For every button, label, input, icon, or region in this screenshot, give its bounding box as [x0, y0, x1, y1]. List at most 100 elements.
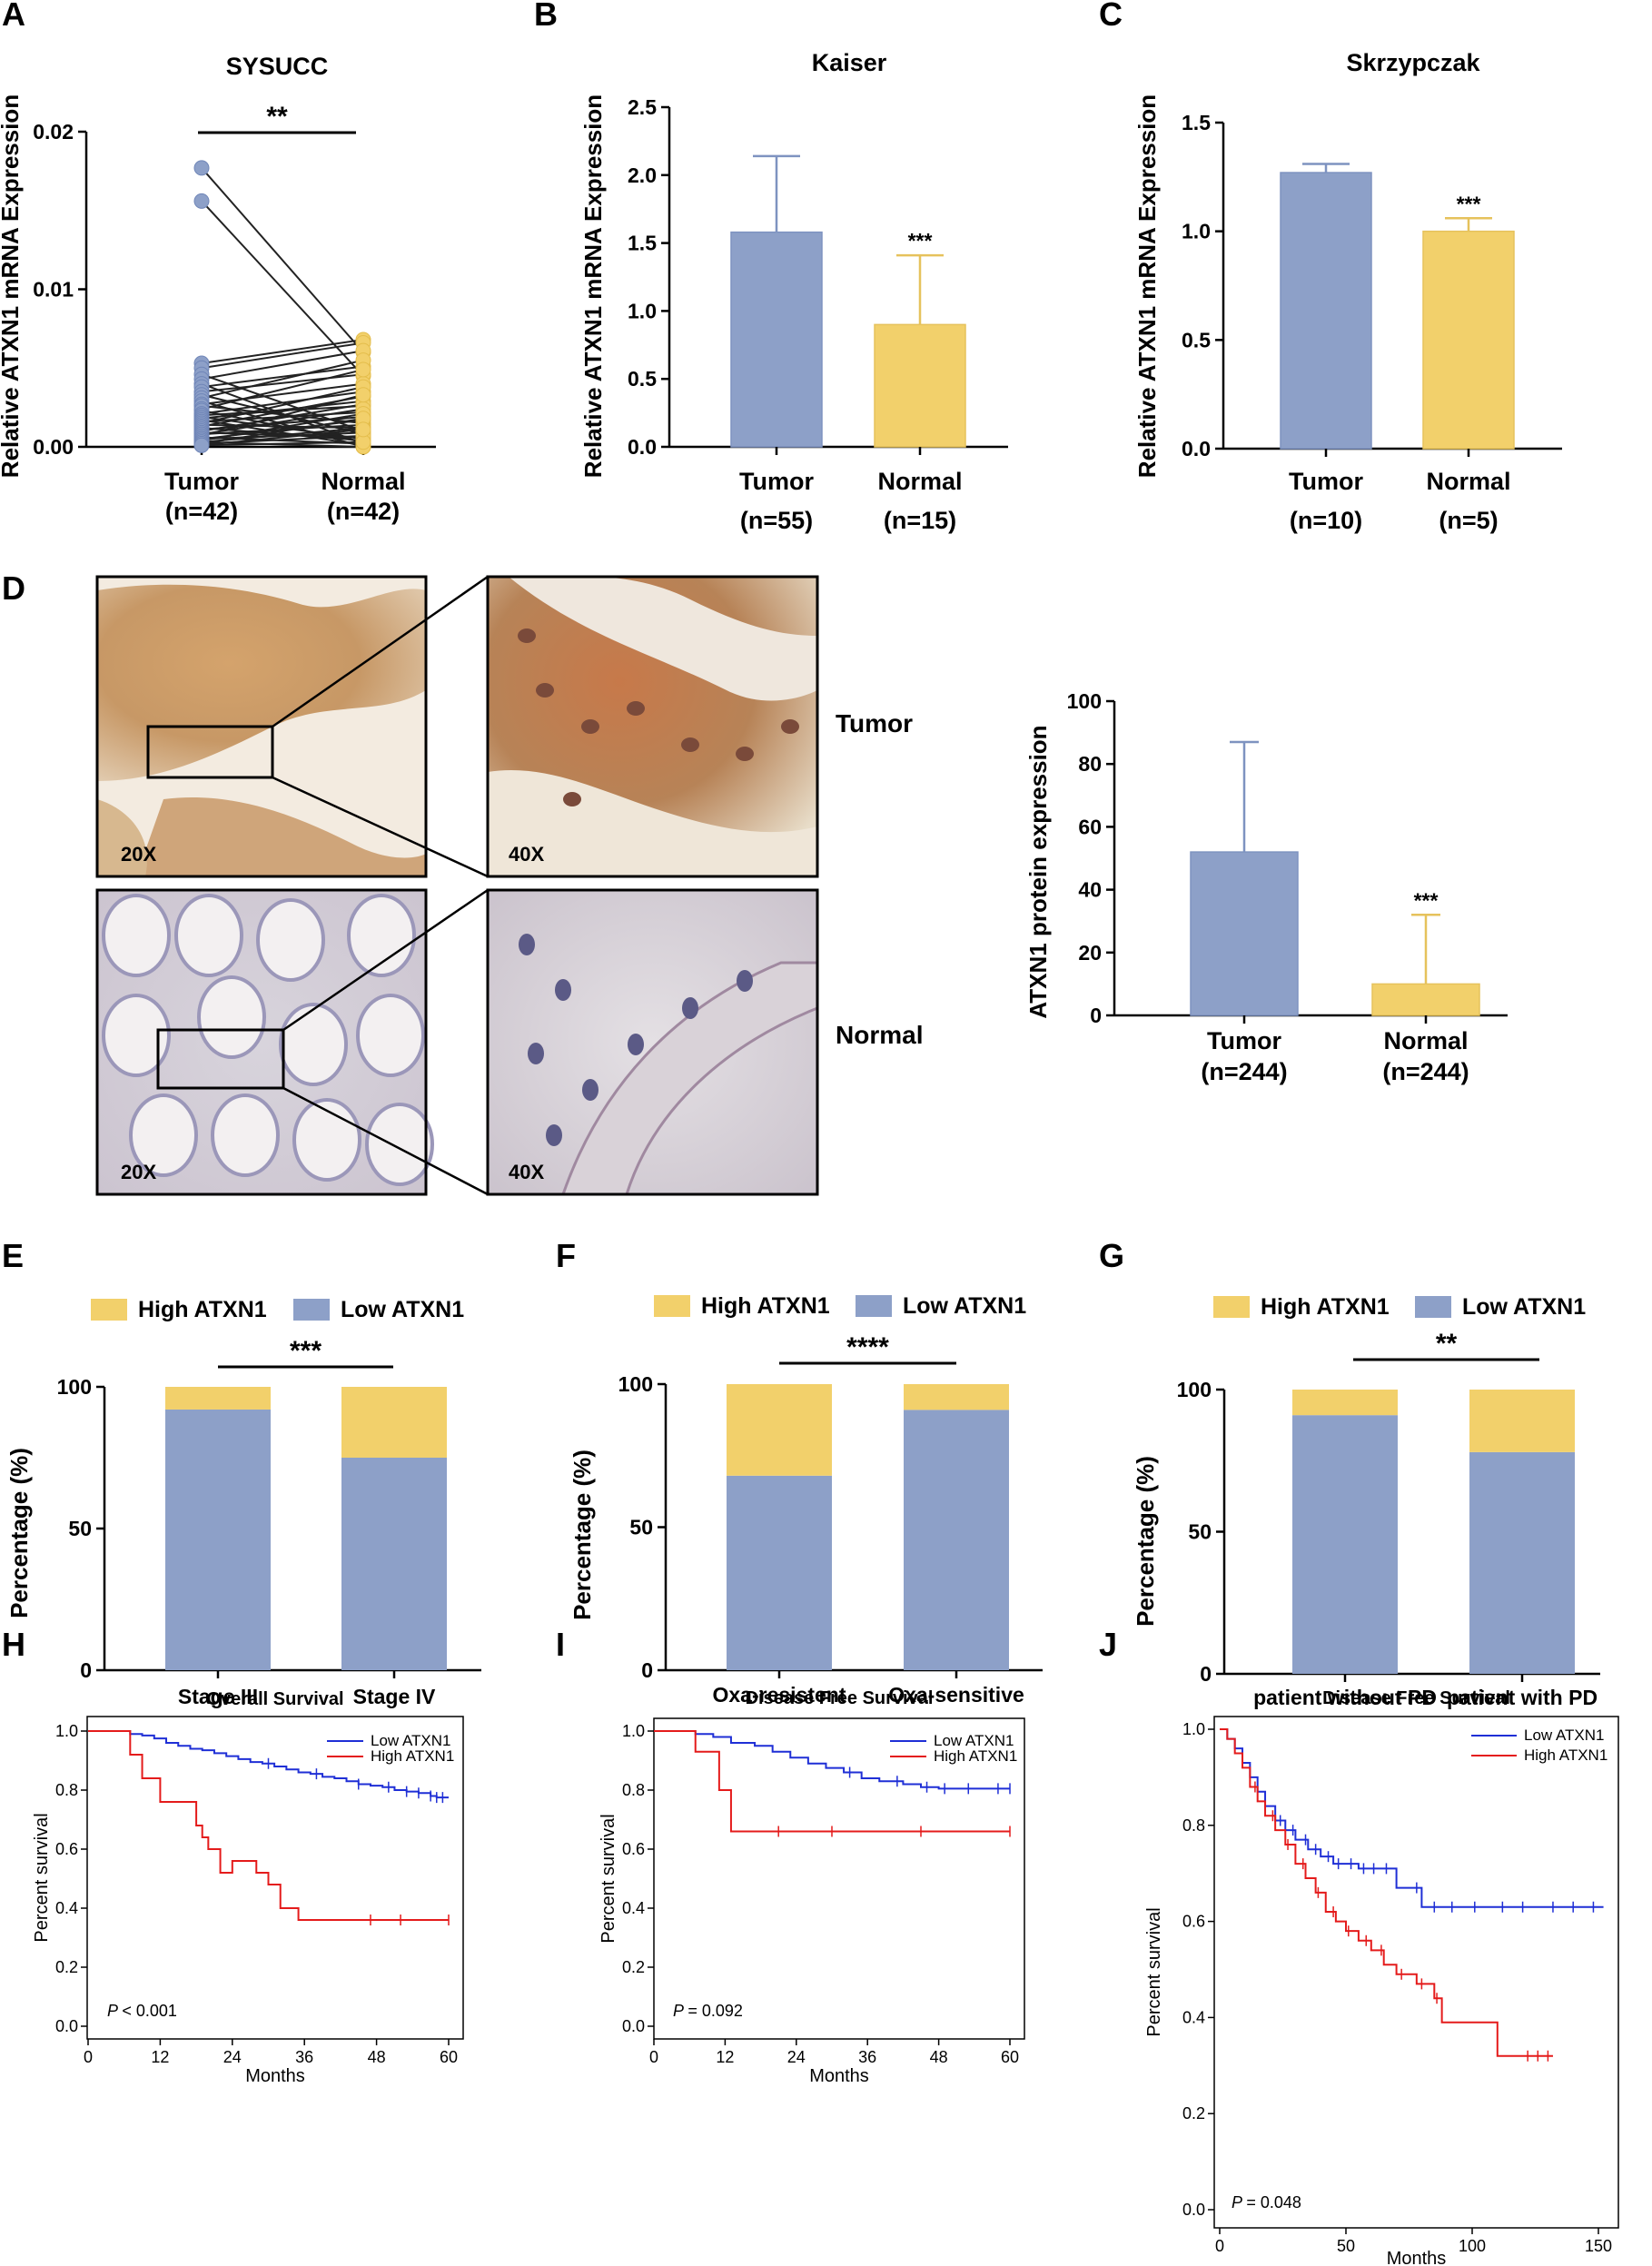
panel-a-y-tick-label: 0.00	[33, 435, 74, 459]
panel-a-pair-line	[201, 428, 364, 447]
panel-i-x-tick-label: 60	[1001, 2048, 1019, 2066]
panel-g-chart: High ATXN1 Low ATXN1** Percentage (%) 0 50 10…	[1132, 1294, 1600, 1709]
tumor-20x-lower-tissue	[136, 797, 426, 876]
panel-c-y-axis-label: Relative ATXN1 mRNA Expression	[1133, 94, 1161, 478]
panel-g-significance: **	[1436, 1329, 1458, 1359]
panel-c-title: Skrzypczak	[1346, 49, 1480, 76]
panel-letter-c: C	[1099, 0, 1123, 33]
panel-j-title: Disease Free Survival	[1322, 1688, 1510, 1708]
panel-d-bar-normal	[1371, 983, 1480, 1016]
panel-a-pair-line	[201, 382, 364, 406]
normal-zoom-connector-top	[282, 888, 489, 1032]
panel-a-y-tick-label: 0.02	[33, 120, 74, 143]
panel-i-y-tick-label: 0.0	[622, 2017, 645, 2035]
panel-d-y-tick-label: 0	[1090, 1004, 1102, 1027]
normal-20x-crypt	[211, 1093, 280, 1177]
panel-a-significance: **	[266, 102, 288, 132]
panel-h-x-tick-label: 48	[368, 2048, 386, 2066]
panel-j-x-tick-label: 0	[1215, 2237, 1224, 2255]
panel-i-legend-high: High ATXN1	[934, 1747, 1017, 1765]
panel-a-chart: SYSUCC Relative ATXN1 mRNA Expression 0.00…	[0, 53, 436, 525]
panel-f-legend-low: Low ATXN1	[903, 1293, 1026, 1319]
panel-b-y-axis-label: Relative ATXN1 mRNA Expression	[579, 94, 607, 478]
panel-j-y-tick-label: 0.8	[1182, 1816, 1205, 1835]
panel-h-pvalue: P < 0.001	[107, 2002, 177, 2020]
panel-i-y-tick-label: 0.4	[622, 1899, 645, 1917]
panel-c-y-tick-label: 1.5	[1182, 111, 1211, 134]
panel-j-x-axis-label: Months	[1387, 2249, 1447, 2266]
panel-j-x-tick-label: 100	[1459, 2237, 1486, 2255]
normal-row-label: Normal	[836, 1021, 923, 1049]
panel-a-pair-line	[201, 408, 364, 436]
panel-a-title: SYSUCC	[226, 53, 329, 80]
panel-i-x-tick-label: 0	[649, 2048, 658, 2066]
panel-f-legend-high: High ATXN1	[701, 1293, 830, 1319]
normal-ihc-40x-image: 40X	[486, 888, 819, 1196]
panel-i-plot-frame	[653, 1717, 1025, 2040]
panel-a-category-n: (n=42)	[327, 498, 400, 525]
panel-j-y-tick-label: 0.2	[1182, 2104, 1205, 2123]
tumor-ihc-40x-image: 40X	[486, 575, 819, 878]
panel-b-category-label: Normal	[877, 468, 962, 495]
tumor-20x-tissue-band	[97, 584, 426, 781]
panel-f-legend-swatch-low	[856, 1295, 892, 1317]
panel-a-pair-line	[201, 359, 364, 400]
panel-i-y-axis-label: Percent survival	[598, 1814, 618, 1943]
panel-a-normal-point	[355, 361, 371, 378]
panel-g-y-tick-label: 100	[1177, 1378, 1212, 1401]
panel-g-y-axis-label: Percentage (%)	[1132, 1456, 1159, 1627]
panel-d-y-tick-label: 80	[1078, 752, 1102, 776]
normal-40x-nucleus	[628, 1034, 644, 1055]
panel-a-category-label: Normal	[321, 468, 405, 495]
normal-20x-crypt	[102, 994, 171, 1077]
panel-j-y-tick-label: 1.0	[1182, 1720, 1205, 1738]
panel-d-category-n: (n=244)	[1201, 1058, 1287, 1085]
panel-i-x-axis-label: Months	[809, 2066, 869, 2086]
panel-c-category-n: (n=5)	[1439, 507, 1498, 534]
normal-40x-nucleus	[546, 1124, 562, 1146]
panel-letter-h: H	[2, 1626, 25, 1663]
panel-e-bar-low-2	[341, 1458, 447, 1670]
panel-b-category-label: Tumor	[739, 468, 814, 495]
panel-d-category-n: (n=244)	[1382, 1058, 1469, 1085]
panel-c-chart: Skrzypczak Relative ATXN1 mRNA Expression…	[1133, 49, 1562, 534]
tumor-20x-corner-tissue	[97, 799, 147, 876]
panel-letter-g: G	[1099, 1237, 1124, 1274]
panel-a-normal-point	[355, 421, 371, 438]
normal-40x-tissue	[488, 890, 817, 1194]
panel-h-y-tick-label: 0.4	[55, 1899, 78, 1917]
panel-j-pvalue: P = 0.048	[1232, 2193, 1301, 2212]
panel-a-pair-line	[201, 350, 364, 381]
panel-e-bar-low-1	[165, 1409, 271, 1670]
tumor-40x-nucleus	[563, 792, 581, 806]
panel-j-pvalue-value: = 0.048	[1246, 2193, 1301, 2212]
panel-j-legend-high: High ATXN1	[1524, 1747, 1607, 1764]
panel-h-x-tick-label: 60	[440, 2048, 458, 2066]
panel-a-tumor-point	[193, 193, 210, 209]
panel-b-y-tick-label: 0.5	[628, 367, 657, 391]
panel-i-x-tick-label: 48	[930, 2048, 948, 2066]
panel-d-bar-tumor	[1190, 851, 1299, 1016]
panel-e-bar-high-2	[341, 1387, 447, 1458]
tumor-40x-nucleus	[681, 737, 699, 752]
panel-b-title: Kaiser	[812, 49, 887, 76]
normal-20x-crypt	[347, 894, 416, 977]
panel-a-pair-line	[201, 412, 364, 442]
panel-c-y-tick-label: 0.0	[1182, 437, 1211, 460]
tumor-20x-magnification: 20X	[121, 843, 156, 866]
panel-d-y-tick-label: 100	[1067, 689, 1102, 713]
panel-i-x-tick-label: 36	[858, 2048, 876, 2066]
normal-zoom-connector-bottom	[282, 1086, 489, 1196]
panel-h-chart: Overall Survival 0 12 24 36 48 60 0.0 0.2 0.4 0.6 0…	[32, 1689, 464, 2086]
normal-20x-frame	[95, 888, 428, 1196]
panel-f-chart: High ATXN1 Low ATXN1 **** Percentage (%) 0 50…	[569, 1293, 1043, 1707]
normal-20x-zoom-box	[156, 1028, 285, 1090]
panel-g-bar-high-2	[1469, 1390, 1575, 1452]
normal-40x-nucleus	[737, 970, 753, 992]
panel-e-legend-high: High ATXN1	[138, 1297, 267, 1322]
panel-e-bar-high-1	[165, 1387, 271, 1410]
panel-i-pvalue-symbol: P	[673, 2002, 688, 2020]
panel-f-bar-high-1	[727, 1384, 832, 1476]
panel-a-pair-line	[201, 167, 364, 353]
panel-h-plot-frame	[86, 1716, 464, 2040]
